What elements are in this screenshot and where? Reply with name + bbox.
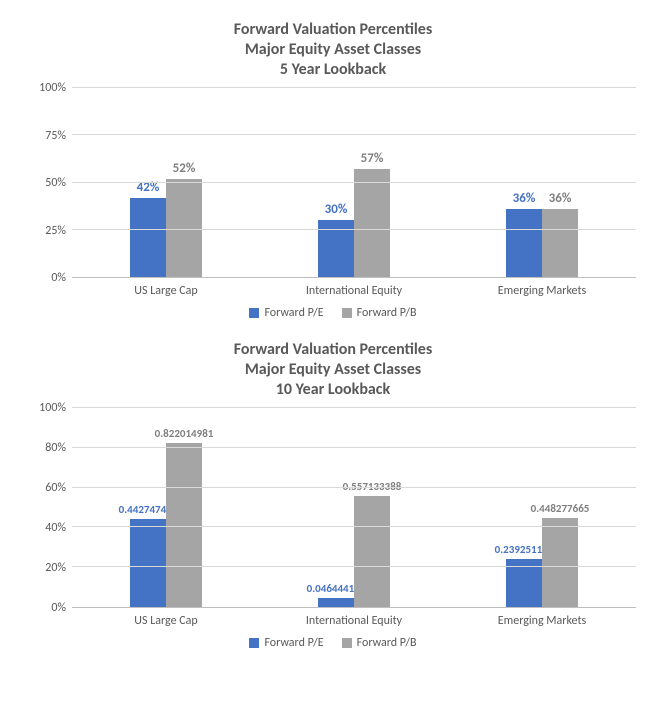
chart-5yr-yaxis: 100%75%50%25%0% (30, 88, 72, 278)
xtick-label: US Large Cap (72, 278, 260, 298)
bar: 0.046444112 (318, 598, 354, 607)
xtick-label: Emerging Markets (448, 608, 636, 628)
legend-label: Forward P/B (357, 636, 417, 650)
legend-item: Forward P/E (249, 306, 323, 320)
bar-group: 36%36% (448, 88, 636, 277)
chart-5yr-legend: Forward P/E Forward P/B (30, 306, 636, 320)
legend-swatch (249, 308, 259, 318)
gridline (72, 447, 636, 448)
title-line: Major Equity Asset Classes (30, 40, 636, 60)
bar-label: 36% (549, 191, 572, 206)
bar-group: 0.0464441120.557133388 (260, 408, 448, 607)
bar-group: 30% 57% (260, 88, 448, 277)
chart-10yr-groups: 0.4427474550.8220149810.0464441120.55713… (72, 408, 636, 607)
xtick-label: Emerging Markets (448, 278, 636, 298)
title-line: Major Equity Asset Classes (30, 360, 636, 380)
chart-5yr-groups: 42%52%30%57%36%36% (72, 88, 636, 277)
bar-label: 57% (361, 151, 384, 166)
bar-label: 30% (325, 202, 348, 217)
bar: 0.448277665 (542, 518, 578, 607)
bar-group: 0.4427474550.822014981 (72, 408, 260, 607)
legend-swatch (342, 638, 352, 648)
chart-5yr: Forward Valuation Percentiles Major Equi… (30, 20, 636, 320)
gridline (72, 407, 636, 408)
legend-label: Forward P/E (264, 636, 323, 650)
xtick-label: International Equity (260, 608, 448, 628)
chart-10yr-title: Forward Valuation Percentiles Major Equi… (30, 340, 636, 400)
bar: 36% (506, 209, 542, 277)
bar-label: 52% (173, 161, 196, 176)
bar-group: 0.2392511840.448277665 (448, 408, 636, 607)
gridline (72, 526, 636, 527)
xtick-label: US Large Cap (72, 608, 260, 628)
chart-5yr-title: Forward Valuation Percentiles Major Equi… (30, 20, 636, 80)
bar: 0.442747455 (130, 519, 166, 607)
chart-10yr: Forward Valuation Percentiles Major Equi… (30, 340, 636, 650)
title-line: 10 Year Lookback (30, 380, 636, 400)
gridline (72, 487, 636, 488)
chart-10yr-plot-wrap: 100%80%60%40%20%0% 0.4427474550.82201498… (30, 408, 636, 608)
title-line: Forward Valuation Percentiles (30, 20, 636, 40)
chart-5yr-plot: 42%52%30%57%36%36% (72, 88, 636, 278)
bar: 36% (542, 209, 578, 277)
gridline (72, 229, 636, 230)
bar: 42% (130, 198, 166, 277)
bar: 0.557133388 (354, 496, 390, 607)
bar: 0.822014981 (166, 443, 202, 607)
gridline (72, 134, 636, 135)
legend-label: Forward P/E (264, 306, 323, 320)
gridline (72, 87, 636, 88)
title-line: 5 Year Lookback (30, 60, 636, 80)
gridline (72, 566, 636, 567)
legend-item: Forward P/E (249, 636, 323, 650)
bar-label: 0.448277665 (531, 502, 590, 515)
chart-10yr-yaxis: 100%80%60%40%20%0% (30, 408, 72, 608)
chart-10yr-plot: 0.4427474550.8220149810.0464441120.55713… (72, 408, 636, 608)
bar: 57% (354, 169, 390, 277)
legend-item: Forward P/B (342, 306, 417, 320)
xtick-label: International Equity (260, 278, 448, 298)
bar-label: 0.822014981 (155, 427, 214, 440)
chart-5yr-xaxis: US Large CapInternational EquityEmerging… (72, 278, 636, 298)
bar-label: 36% (513, 191, 536, 206)
gridline (72, 182, 636, 183)
title-line: Forward Valuation Percentiles (30, 340, 636, 360)
bar-group: 42% 52% (72, 88, 260, 277)
legend-label: Forward P/B (357, 306, 417, 320)
chart-10yr-xaxis: US Large CapInternational EquityEmerging… (72, 608, 636, 628)
chart-10yr-legend: Forward P/E Forward P/B (30, 636, 636, 650)
chart-5yr-plot-wrap: 100%75%50%25%0% 42%52%30%57%36%36% (30, 88, 636, 278)
legend-item: Forward P/B (342, 636, 417, 650)
legend-swatch (342, 308, 352, 318)
legend-swatch (249, 638, 259, 648)
